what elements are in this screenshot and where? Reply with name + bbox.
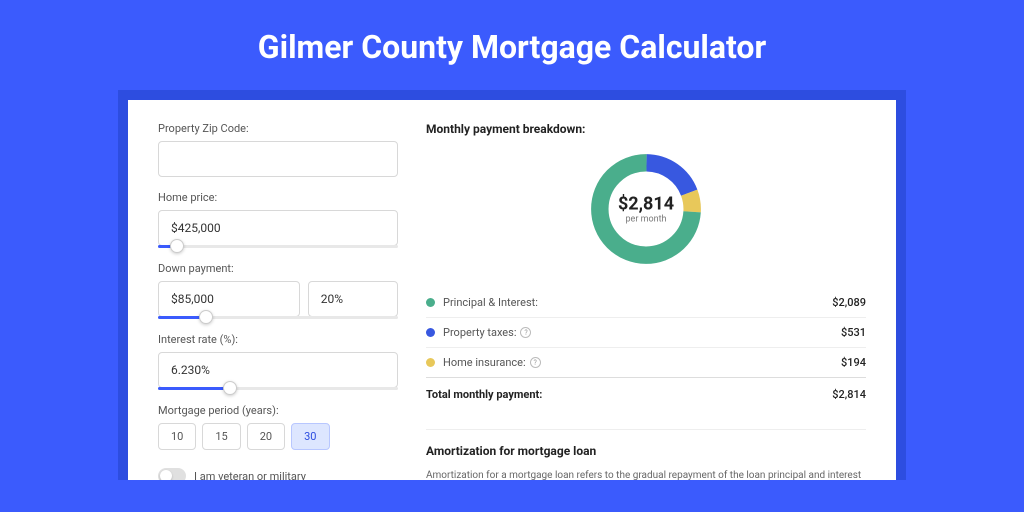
breakdown-item-label: Property taxes:? [443, 326, 841, 339]
down-payment-field: Down payment: [158, 262, 398, 319]
donut-amount: $2,814 [618, 194, 674, 215]
breakdown-item-value: $194 [841, 356, 866, 369]
period-option-10[interactable]: 10 [158, 423, 196, 450]
home-price-field: Home price: [158, 191, 398, 248]
amortization-section: Amortization for mortgage loan Amortizat… [426, 429, 866, 480]
card-outer: Property Zip Code: Home price: Down paym… [118, 90, 906, 480]
form-panel: Property Zip Code: Home price: Down paym… [158, 122, 398, 480]
total-value: $2,814 [832, 388, 866, 401]
down-payment-slider[interactable] [158, 316, 398, 319]
interest-field: Interest rate (%): [158, 333, 398, 390]
zip-label: Property Zip Code: [158, 122, 398, 135]
period-label: Mortgage period (years): [158, 404, 398, 417]
total-row: Total monthly payment: $2,814 [426, 377, 866, 411]
legend-dot [426, 328, 435, 337]
amortization-title: Amortization for mortgage loan [426, 444, 866, 458]
zip-input[interactable] [158, 141, 398, 177]
down-payment-label: Down payment: [158, 262, 398, 275]
home-price-slider[interactable] [158, 245, 398, 248]
help-icon[interactable]: ? [530, 357, 541, 368]
down-payment-pct-input[interactable] [308, 281, 398, 317]
down-payment-amount-input[interactable] [158, 281, 300, 317]
veteran-label: I am veteran or military [194, 470, 306, 481]
breakdown-item-value: $531 [841, 326, 866, 339]
interest-input[interactable] [158, 352, 398, 388]
period-option-30[interactable]: 30 [291, 423, 329, 450]
veteran-toggle[interactable] [158, 468, 186, 480]
period-field: Mortgage period (years): 1015 2030 [158, 404, 398, 450]
help-icon[interactable]: ? [520, 327, 531, 338]
donut-chart: $2,814 per month [426, 148, 866, 270]
zip-field: Property Zip Code: [158, 122, 398, 177]
donut-sublabel: per month [618, 215, 674, 225]
breakdown-panel: Monthly payment breakdown: $2,814 per mo… [426, 122, 866, 480]
breakdown-list: Principal & Interest:$2,089Property taxe… [426, 288, 866, 377]
period-options: 1015 2030 [158, 423, 398, 450]
home-price-label: Home price: [158, 191, 398, 204]
period-option-15[interactable]: 15 [202, 423, 240, 450]
page-title: Gilmer County Mortgage Calculator [0, 0, 1024, 90]
calculator-card: Property Zip Code: Home price: Down paym… [128, 100, 896, 480]
home-price-input[interactable] [158, 210, 398, 246]
interest-label: Interest rate (%): [158, 333, 398, 346]
breakdown-row: Principal & Interest:$2,089 [426, 288, 866, 317]
breakdown-item-value: $2,089 [832, 296, 866, 309]
breakdown-row: Property taxes:?$531 [426, 317, 866, 347]
veteran-row: I am veteran or military [158, 468, 398, 480]
amortization-text: Amortization for a mortgage loan refers … [426, 468, 866, 480]
breakdown-item-label: Home insurance:? [443, 356, 841, 369]
interest-slider[interactable] [158, 387, 398, 390]
breakdown-title: Monthly payment breakdown: [426, 122, 866, 136]
breakdown-item-label: Principal & Interest: [443, 296, 832, 309]
period-option-20[interactable]: 20 [247, 423, 285, 450]
legend-dot [426, 358, 435, 367]
total-label: Total monthly payment: [426, 388, 832, 401]
legend-dot [426, 298, 435, 307]
breakdown-row: Home insurance:?$194 [426, 347, 866, 377]
